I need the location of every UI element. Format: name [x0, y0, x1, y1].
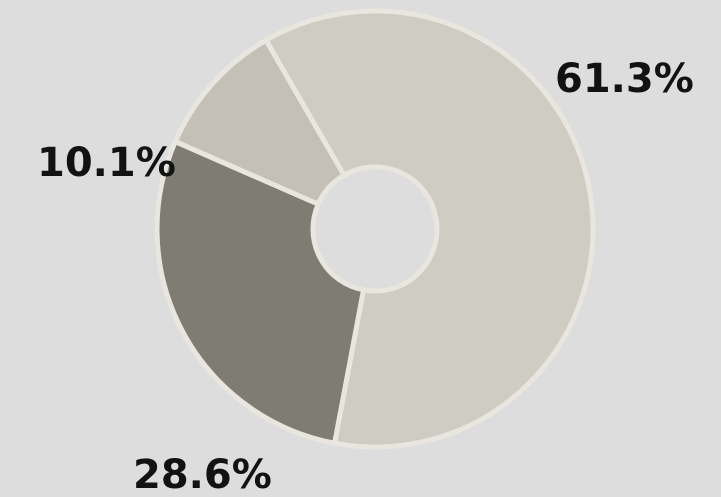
donut-slice-1: [263, 8, 596, 450]
donut-slices: [154, 8, 596, 450]
donut-slice-2: [154, 139, 367, 446]
donut-slice-3: [172, 37, 347, 207]
slice-label-28-6: 28.6%: [133, 452, 272, 497]
slice-label-61-3: 61.3%: [555, 56, 694, 102]
slice-label-10-1: 10.1%: [37, 140, 176, 186]
donut-labels: 61.3% 28.6% 10.1%: [37, 56, 694, 497]
